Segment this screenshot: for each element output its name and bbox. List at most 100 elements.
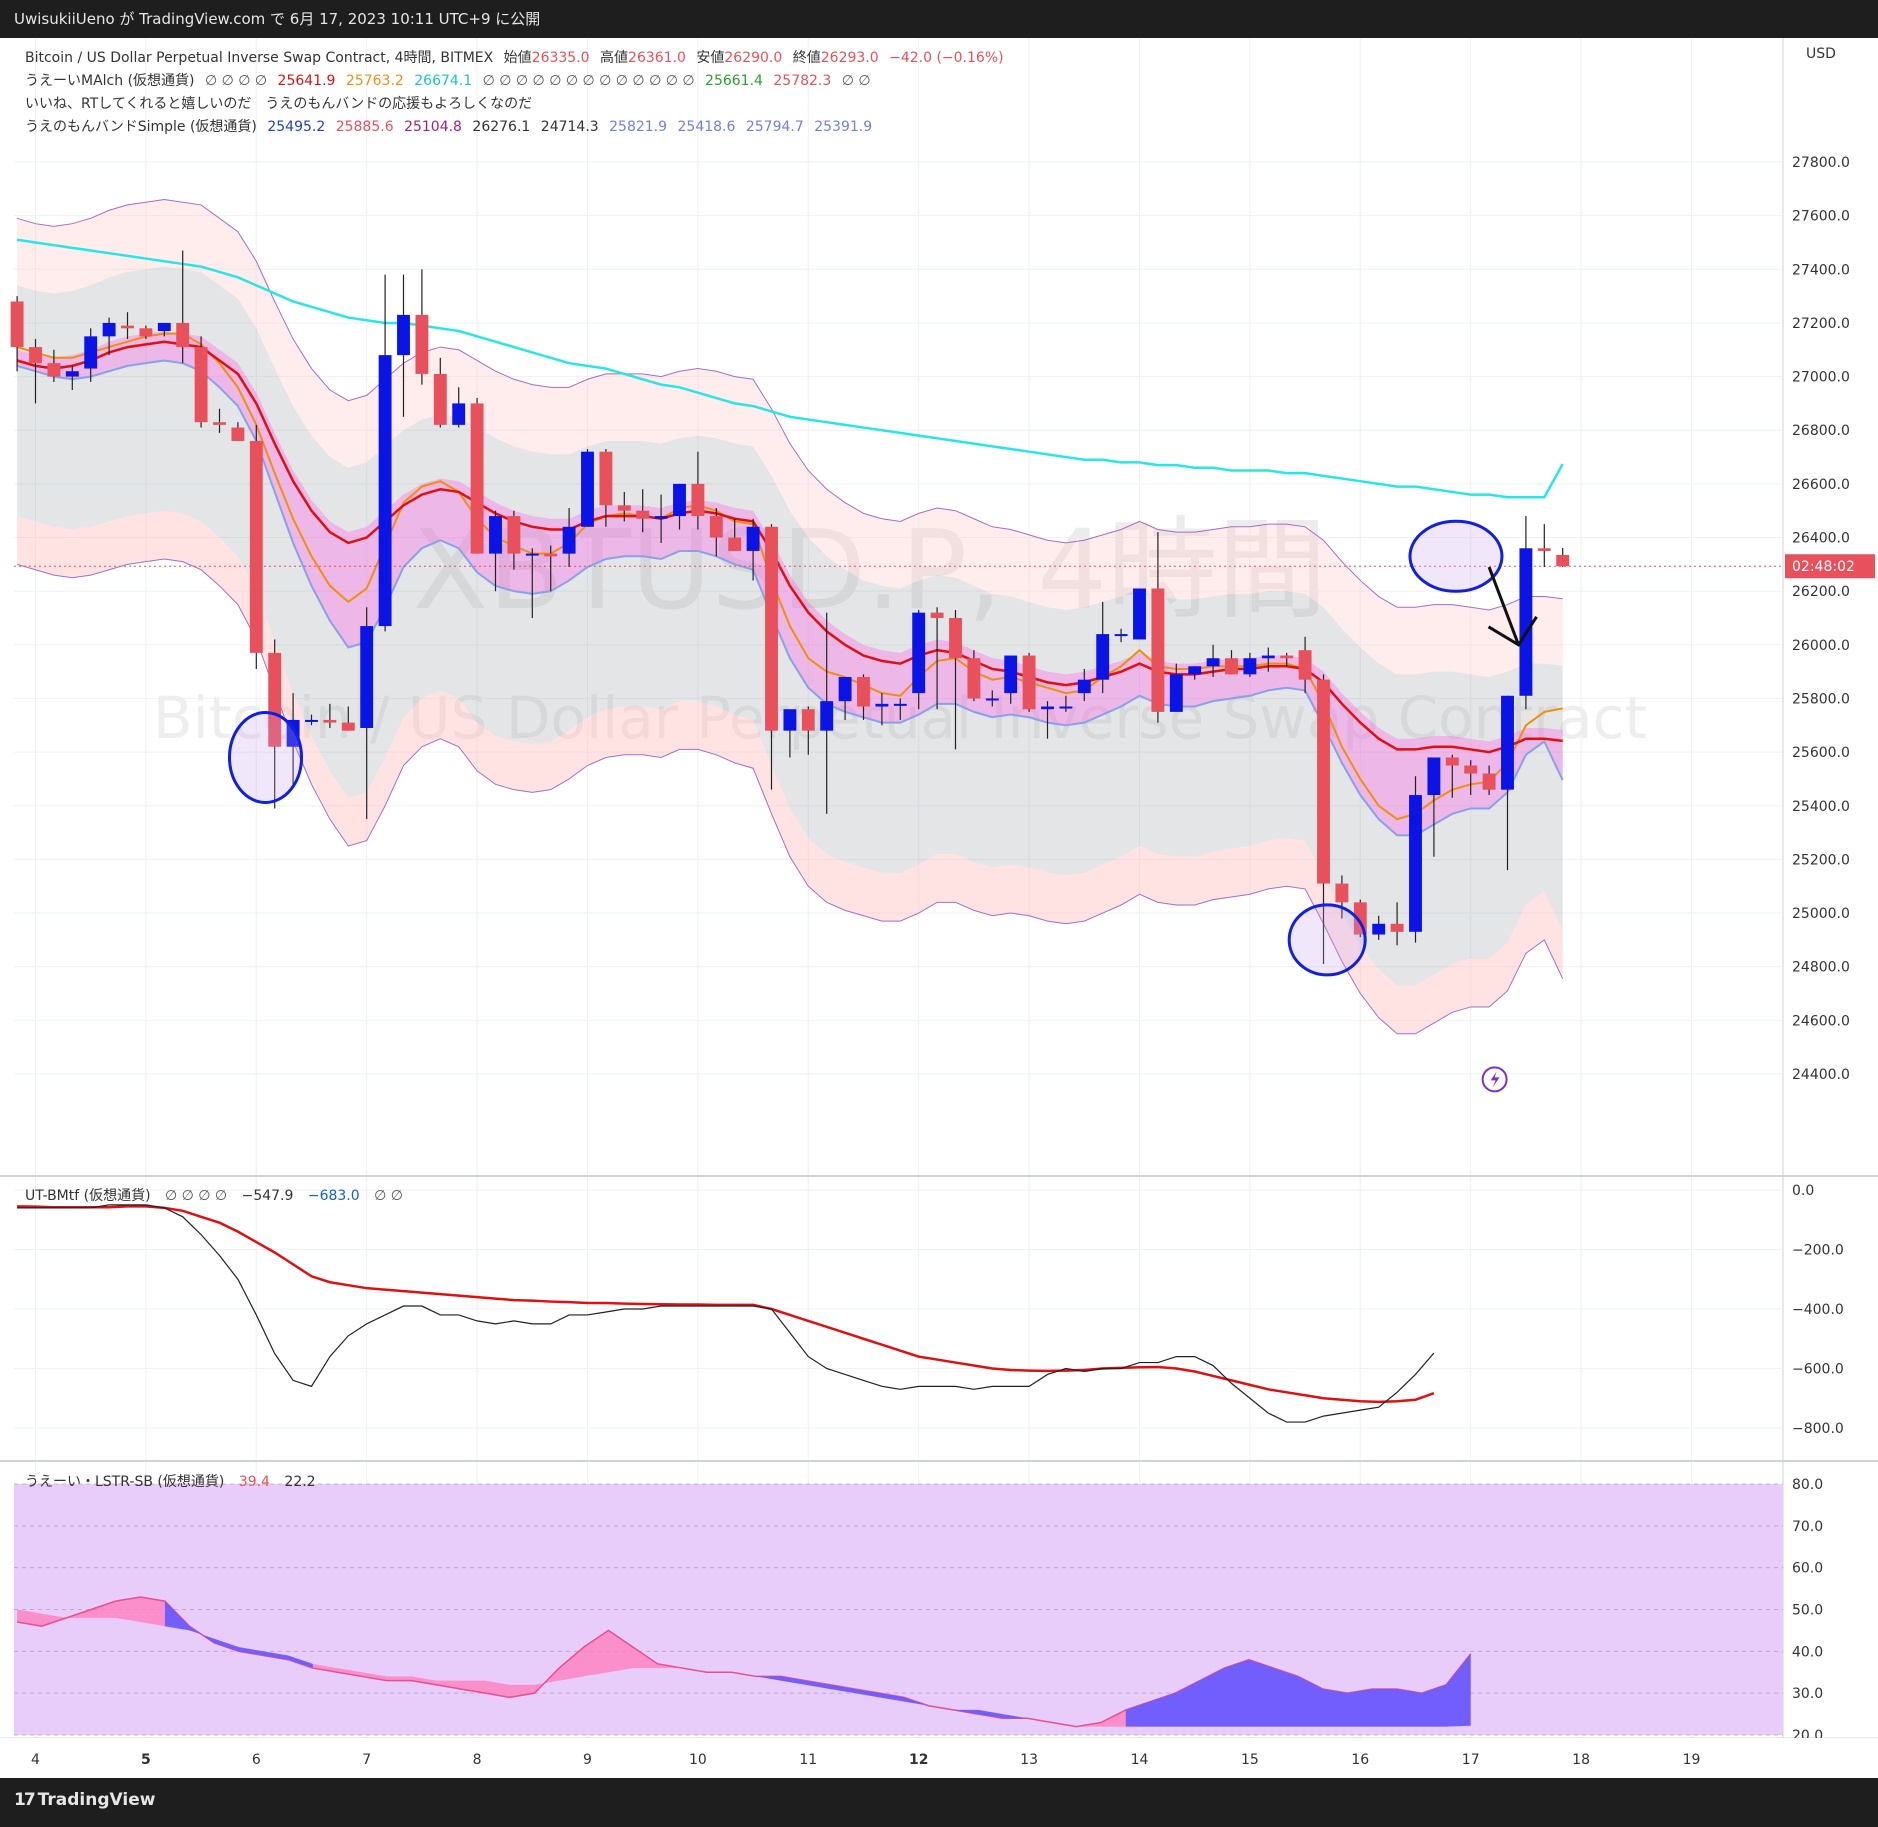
price-tick-label: 25400.0	[1792, 799, 1850, 815]
candle-body	[1519, 548, 1533, 696]
indicator-lines	[14, 199, 1783, 1035]
candle-body	[231, 427, 245, 441]
legend-close-label: 終値	[792, 50, 821, 66]
candle-body	[305, 719, 318, 722]
price-tick-label: 26000.0	[1792, 638, 1850, 654]
candle-body	[728, 537, 742, 551]
candle-body	[636, 510, 650, 519]
candle-body	[378, 355, 392, 627]
candle-body	[1298, 650, 1312, 680]
candle-body	[1059, 706, 1073, 709]
price-tick-label: 25000.0	[1792, 906, 1850, 922]
chart-canvas[interactable]: XBTUSD.P, 4時間 Bitcoin / US Dollar Perpet…	[0, 38, 1878, 1778]
lstr-tick-label: 40.0	[1792, 1644, 1823, 1660]
time-axis: 4 5 6 7 8 9 10 11 12 13 14 15 16 17 18 19	[0, 1738, 1878, 1778]
candle-body	[985, 698, 999, 701]
legend-change: −42.0 (−0.16%)	[889, 50, 1004, 66]
candle-body	[746, 526, 760, 551]
candle-body	[1188, 666, 1202, 675]
price-tick-label: 27600.0	[1792, 209, 1850, 225]
countdown-label: 02:48:02	[1792, 559, 1855, 575]
candle-body	[654, 516, 668, 519]
lstr-blue-area	[756, 1676, 1028, 1719]
candle-body	[139, 328, 153, 337]
candle-body	[1133, 588, 1146, 640]
osc-tick-label: −800.0	[1792, 1421, 1844, 1437]
osc-name: UT-BMtf (仮想通貨)	[25, 1188, 151, 1204]
candle-body	[673, 483, 686, 517]
osc-hidden2: ∅ ∅	[374, 1188, 403, 1204]
highlight-circle	[1287, 903, 1367, 977]
legend-symbol: Bitcoin / US Dollar Perpetual Inverse Sw…	[25, 50, 494, 66]
candle-body	[213, 422, 226, 425]
osc-tick-label: −400.0	[1792, 1302, 1844, 1318]
chart-legend: Bitcoin / US Dollar Perpetual Inverse Sw…	[25, 47, 1010, 139]
candle-body	[84, 336, 98, 369]
time-tick-label: 13	[1020, 1752, 1038, 1768]
candle-body	[562, 526, 576, 554]
time-tick-label: 18	[1572, 1752, 1590, 1768]
candle-body	[47, 363, 61, 377]
lstr-blue-area	[1125, 1653, 1471, 1727]
legend-ma-hidden: ∅ ∅ ∅ ∅	[204, 73, 268, 89]
osc-tick-label: −600.0	[1792, 1362, 1844, 1378]
candle-body	[1096, 634, 1110, 680]
candle-body	[65, 371, 79, 377]
tradingview-brand: TradingView	[37, 1790, 156, 1810]
candle-body	[1372, 923, 1386, 935]
publish-text: UwisukiiUeno が TradingView.com で 6月 17, …	[14, 10, 541, 28]
candle-body	[1114, 634, 1128, 637]
candle-body	[1482, 773, 1496, 790]
candle-body	[949, 618, 962, 659]
annotations	[228, 519, 1538, 1093]
candle-body	[544, 553, 558, 557]
price-tick-label: 26200.0	[1792, 584, 1850, 600]
lstr-tick-label: 50.0	[1792, 1603, 1823, 1619]
oscillator-panel: 0.0 −200.0 −400.0 −600.0 −800.0	[14, 1183, 1844, 1437]
arrow-shaft	[1487, 566, 1520, 646]
candle-body	[1206, 658, 1220, 667]
legend-band-v0: 25495.2	[267, 119, 326, 135]
candle-body	[709, 516, 723, 538]
tradingview-logo[interactable]: 17 TradingView	[14, 1790, 155, 1810]
legend-band-v1: 25885.6	[335, 119, 394, 135]
legend-band-v4: 24714.3	[540, 119, 599, 135]
candle-body	[194, 347, 208, 423]
osc-hidden: ∅ ∅ ∅ ∅	[165, 1188, 228, 1204]
price-tick-label: 24600.0	[1792, 1013, 1850, 1029]
osc-tick-label: 0.0	[1792, 1183, 1814, 1199]
band-red-low-cloud	[17, 510, 1563, 1034]
lstr-blue-area	[164, 1601, 313, 1669]
price-tick-label: 26400.0	[1792, 531, 1850, 547]
candle-body	[1243, 658, 1257, 675]
candles	[10, 250, 1570, 965]
price-tick-label: 27800.0	[1792, 155, 1850, 171]
legend-band-v3: 26276.1	[472, 119, 531, 135]
highlight-circle	[228, 710, 303, 804]
candle-body	[1225, 658, 1238, 675]
candle-body	[912, 612, 926, 694]
candle-body	[341, 722, 355, 731]
lstr-legend: うえーい・LSTR-SB (仮想通貨) 39.4 22.2	[25, 1471, 326, 1491]
arrow-head	[1487, 616, 1538, 647]
candle-body	[1501, 695, 1514, 790]
time-tick-label: 14	[1131, 1752, 1149, 1768]
legend-band-v5: 25821.9	[609, 119, 668, 135]
candle-body	[1041, 706, 1054, 710]
candle-body	[1409, 795, 1422, 932]
highlight-circle	[1408, 519, 1504, 593]
candle-body	[801, 709, 815, 731]
legend-close: 26293.0	[820, 50, 879, 66]
candle-body	[967, 658, 981, 699]
legend-note-row: いいね、RTしてくれると嬉しいのだ うえのもんバンドの応援もよろしくなのだ	[25, 93, 1010, 116]
lstr-tick-label: 30.0	[1792, 1686, 1823, 1702]
candle-body	[838, 677, 852, 702]
time-tick-label: 5	[141, 1752, 151, 1768]
legend-high-label: 高値	[600, 50, 629, 66]
time-tick-label: 7	[362, 1752, 371, 1768]
candle-body	[29, 347, 42, 364]
candle-body	[1317, 679, 1330, 884]
time-tick-label: 8	[473, 1752, 482, 1768]
price-tick-label: 27000.0	[1792, 370, 1850, 386]
legend-band-name: うえのもんバンドSimple (仮想通貨)	[25, 119, 257, 135]
